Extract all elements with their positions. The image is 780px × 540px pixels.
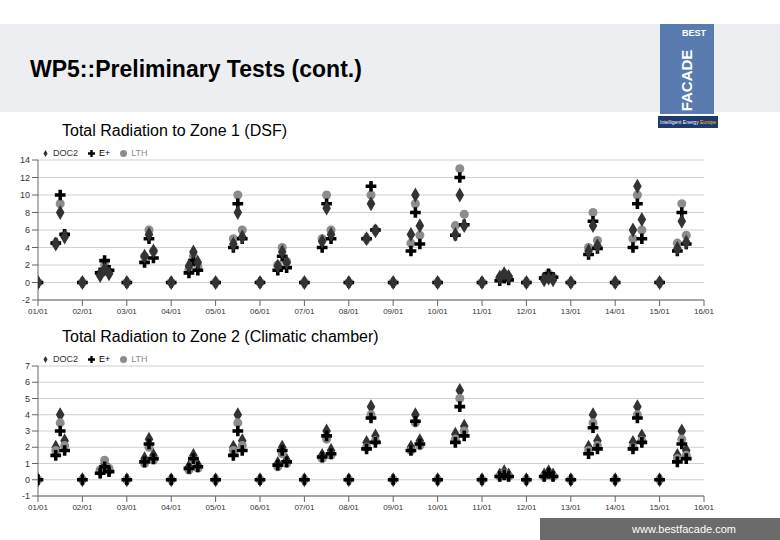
html-text:BEST: BEST [682,28,706,38]
svg-text:16/01: 16/01 [694,503,715,512]
svg-text:04/01: 04/01 [161,503,182,512]
svg-text:04/01: 04/01 [161,307,182,316]
html-text:Total Radiation to Zone 1 (DSF: Total Radiation to Zone 1 (DSF) [62,122,287,139]
svg-text:06/01: 06/01 [250,307,271,316]
svg-text:4: 4 [25,410,30,420]
svg-text:10/01: 10/01 [428,503,449,512]
svg-text:09/01: 09/01 [383,503,404,512]
svg-text:05/01: 05/01 [206,503,227,512]
html-text:WP5::Preliminary Tests (cont.): WP5::Preliminary Tests (cont.) [30,56,362,82]
svg-text:07/01: 07/01 [294,307,315,316]
svg-text:1: 1 [25,459,30,469]
svg-text:8: 8 [25,208,30,218]
svg-text:5: 5 [25,394,30,404]
svg-text:14/01: 14/01 [605,503,626,512]
svg-text:10: 10 [20,190,30,200]
svg-text:-2: -2 [22,295,30,305]
html-text:www.bestfacade.com: www.bestfacade.com [632,523,736,535]
svg-text:10/01: 10/01 [428,307,449,316]
svg-text:01/01: 01/01 [28,307,49,316]
svg-text:05/01: 05/01 [206,307,227,316]
svg-text:11/01: 11/01 [472,307,492,316]
html-text:FACADE: FACADE [678,49,696,112]
svg-text:07/01: 07/01 [294,503,315,512]
svg-text:13/01: 13/01 [561,307,582,316]
svg-text:14/01: 14/01 [605,307,626,316]
svg-text:01/01: 01/01 [28,503,49,512]
svg-text:11/01: 11/01 [472,503,492,512]
svg-text:-1: -1 [22,491,30,501]
svg-text:12/01: 12/01 [516,307,537,316]
svg-text:08/01: 08/01 [339,503,360,512]
html-text:LTH: LTH [131,354,148,364]
svg-text:12: 12 [20,173,30,183]
svg-text:14: 14 [20,155,30,165]
svg-text:03/01: 03/01 [117,307,138,316]
svg-text:4: 4 [25,243,30,253]
svg-text:3: 3 [25,426,30,436]
svg-text:7: 7 [25,361,30,371]
svg-text:02/01: 02/01 [72,307,93,316]
svg-text:12/01: 12/01 [516,503,537,512]
svg-text:02/01: 02/01 [72,503,93,512]
html-text:DOC2: DOC2 [53,148,78,158]
svg-text:0: 0 [25,278,30,288]
svg-text:16/01: 16/01 [694,307,715,316]
html-text:E+: E+ [99,148,111,158]
svg-text:2: 2 [25,260,30,270]
svg-text:6: 6 [25,377,30,387]
svg-text:15/01: 15/01 [650,307,671,316]
svg-text:15/01: 15/01 [650,503,671,512]
svg-text:08/01: 08/01 [339,307,360,316]
html-text:E+: E+ [99,354,111,364]
svg-text:03/01: 03/01 [117,503,138,512]
html-text:Intelligent Energy Europe: Intelligent Energy Europe [660,119,717,125]
svg-text:0: 0 [25,475,30,485]
svg-text:13/01: 13/01 [561,503,582,512]
svg-text:2: 2 [25,442,30,452]
html-text:DOC2: DOC2 [53,354,78,364]
svg-text:06/01: 06/01 [250,503,271,512]
svg-text:09/01: 09/01 [383,307,404,316]
html-text:LTH: LTH [131,148,148,158]
svg-text:6: 6 [25,225,30,235]
html-text:Total Radiation to Zone 2 (Cli: Total Radiation to Zone 2 (Climatic cham… [62,328,379,345]
